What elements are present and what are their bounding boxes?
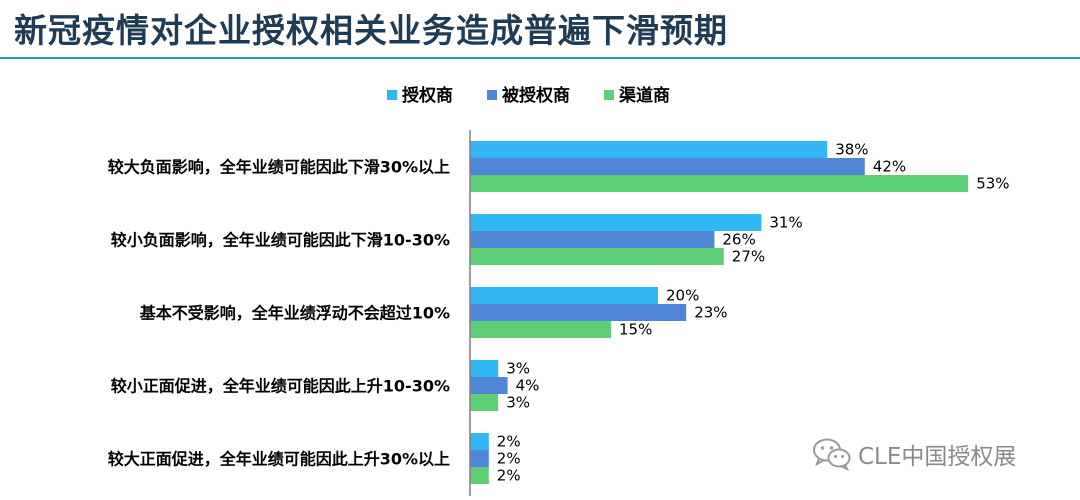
category-label-4: 较大正面促进，全年业绩可能因此上升30%以上 xyxy=(108,450,450,469)
category-label-0: 较大负面影响，全年业绩可能因此下滑30%以上 xyxy=(108,158,450,177)
bar-2-2 xyxy=(470,321,611,338)
wechat-icon xyxy=(813,438,851,471)
bar-0-0 xyxy=(470,141,828,158)
value-label-0-0: 38% xyxy=(835,141,868,159)
watermark-text: CLE中国授权展 xyxy=(858,444,1017,470)
value-label-3-0: 3% xyxy=(506,360,530,378)
bar-1-0 xyxy=(470,214,762,231)
value-label-2-2: 15% xyxy=(619,321,652,339)
watermark: CLE中国授权展 xyxy=(812,436,1016,472)
value-label-2-0: 20% xyxy=(666,287,699,305)
bar-0-2 xyxy=(470,175,969,192)
value-label-4-1: 2% xyxy=(497,450,521,468)
value-label-0-2: 53% xyxy=(976,175,1009,193)
page-title: 新冠疫情对企业授权相关业务造成普遍下滑预期 xyxy=(14,11,728,50)
chart-legend: 授权商 被授权商 渠道商 xyxy=(387,85,670,106)
legend-label-2: 渠道商 xyxy=(618,85,670,106)
bar-3-0 xyxy=(470,360,499,377)
category-label-3: 较小正面促进，全年业绩可能因此上升10-30% xyxy=(111,377,450,396)
value-label-0-1: 42% xyxy=(873,158,906,176)
chart-category-labels: 较大负面影响，全年业绩可能因此下滑30%以上较小负面影响，全年业绩可能因此下滑1… xyxy=(108,158,450,469)
bar-1-2 xyxy=(470,248,724,265)
value-label-1-2: 27% xyxy=(732,248,765,266)
legend-swatch-1 xyxy=(487,90,497,100)
bar-4-1 xyxy=(470,450,489,467)
category-label-1: 较小负面影响，全年业绩可能因此下滑10-30% xyxy=(111,231,450,250)
value-label-4-2: 2% xyxy=(497,467,521,485)
value-label-3-2: 3% xyxy=(506,394,530,412)
legend-swatch-2 xyxy=(604,90,614,100)
legend-label-1: 被授权商 xyxy=(502,85,570,106)
bar-3-2 xyxy=(470,394,499,411)
bar-0-1 xyxy=(470,158,865,175)
bar-2-0 xyxy=(470,287,658,304)
value-label-3-1: 4% xyxy=(516,377,540,395)
category-label-2: 基本不受影响，全年业绩浮动不会超过10% xyxy=(139,304,450,323)
chart-value-labels: 38%42%53%31%26%27%20%23%15%3%4%3%2%2%2% xyxy=(497,141,1010,485)
value-label-1-0: 31% xyxy=(769,214,802,232)
value-label-1-1: 26% xyxy=(722,231,755,249)
legend-label-0: 授权商 xyxy=(402,85,453,106)
value-label-2-1: 23% xyxy=(694,304,727,322)
bar-3-1 xyxy=(470,377,508,394)
legend-swatch-0 xyxy=(387,90,397,100)
title-divider xyxy=(0,57,1080,59)
bar-1-1 xyxy=(470,231,715,248)
bar-2-1 xyxy=(470,304,687,321)
value-label-4-0: 2% xyxy=(497,433,521,451)
bar-4-2 xyxy=(470,467,489,484)
bar-4-0 xyxy=(470,433,489,450)
chart-bars xyxy=(470,141,969,484)
